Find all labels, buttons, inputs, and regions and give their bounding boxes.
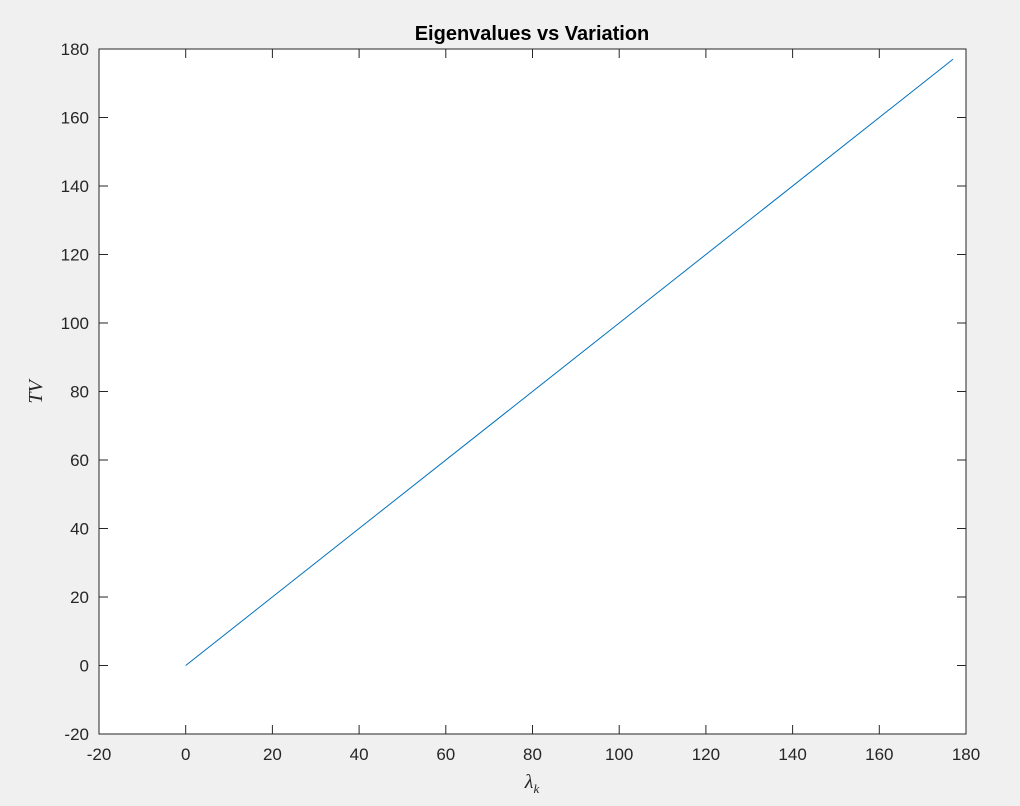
y-tick-label: 20 [70,588,89,607]
y-tick-label: 160 [61,109,89,128]
y-ticks: -20 0 20 40 60 80 100 120 140 160 180 [61,40,966,744]
y-tick-label: 100 [61,314,89,333]
x-axis-label-main: λ [524,771,534,793]
x-tick-label: -20 [87,745,112,764]
y-tick-label: 40 [70,520,89,539]
y-tick-label: 60 [70,451,89,470]
x-tick-label: 140 [778,745,806,764]
chart-title: Eigenvalues vs Variation [415,23,650,45]
y-tick-label: 120 [61,246,89,265]
y-tick-label: 0 [80,657,89,676]
series-line [185,58,954,666]
x-axis-label: λk [524,771,540,796]
x-tick-label: 40 [350,745,369,764]
y-tick-label: 180 [61,40,89,59]
x-ticks: -20 0 20 40 60 80 100 120 140 160 180 [87,49,980,764]
x-tick-label: 20 [263,745,282,764]
x-tick-label: 160 [865,745,893,764]
x-tick-label: 180 [952,745,980,764]
y-axis-label: TV [25,378,47,404]
x-tick-label: 100 [605,745,633,764]
x-tick-label: 120 [692,745,720,764]
x-tick-label: 60 [436,745,455,764]
y-tick-label: -20 [64,725,89,744]
y-tick-label: 140 [61,177,89,196]
y-tick-label: 80 [70,383,89,402]
x-tick-label: 0 [181,745,190,764]
x-axis-label-subscript: k [533,781,539,796]
x-tick-label: 80 [523,745,542,764]
series-layer [185,58,954,666]
